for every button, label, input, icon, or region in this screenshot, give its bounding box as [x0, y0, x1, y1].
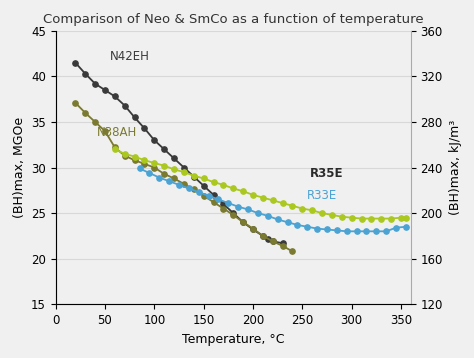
Text: N42EH: N42EH [110, 50, 150, 63]
Text: R35E: R35E [310, 166, 344, 180]
Title: Comparison of Neo & SmCo as a function of temperature: Comparison of Neo & SmCo as a function o… [43, 13, 424, 25]
X-axis label: Temperature, °C: Temperature, °C [182, 333, 284, 345]
Y-axis label: (BH)max, kJ/m³: (BH)max, kJ/m³ [448, 120, 462, 215]
Text: N38AH: N38AH [97, 126, 137, 139]
Text: R33E: R33E [307, 189, 337, 202]
Y-axis label: (BH)max, MGOe: (BH)max, MGOe [12, 117, 26, 218]
